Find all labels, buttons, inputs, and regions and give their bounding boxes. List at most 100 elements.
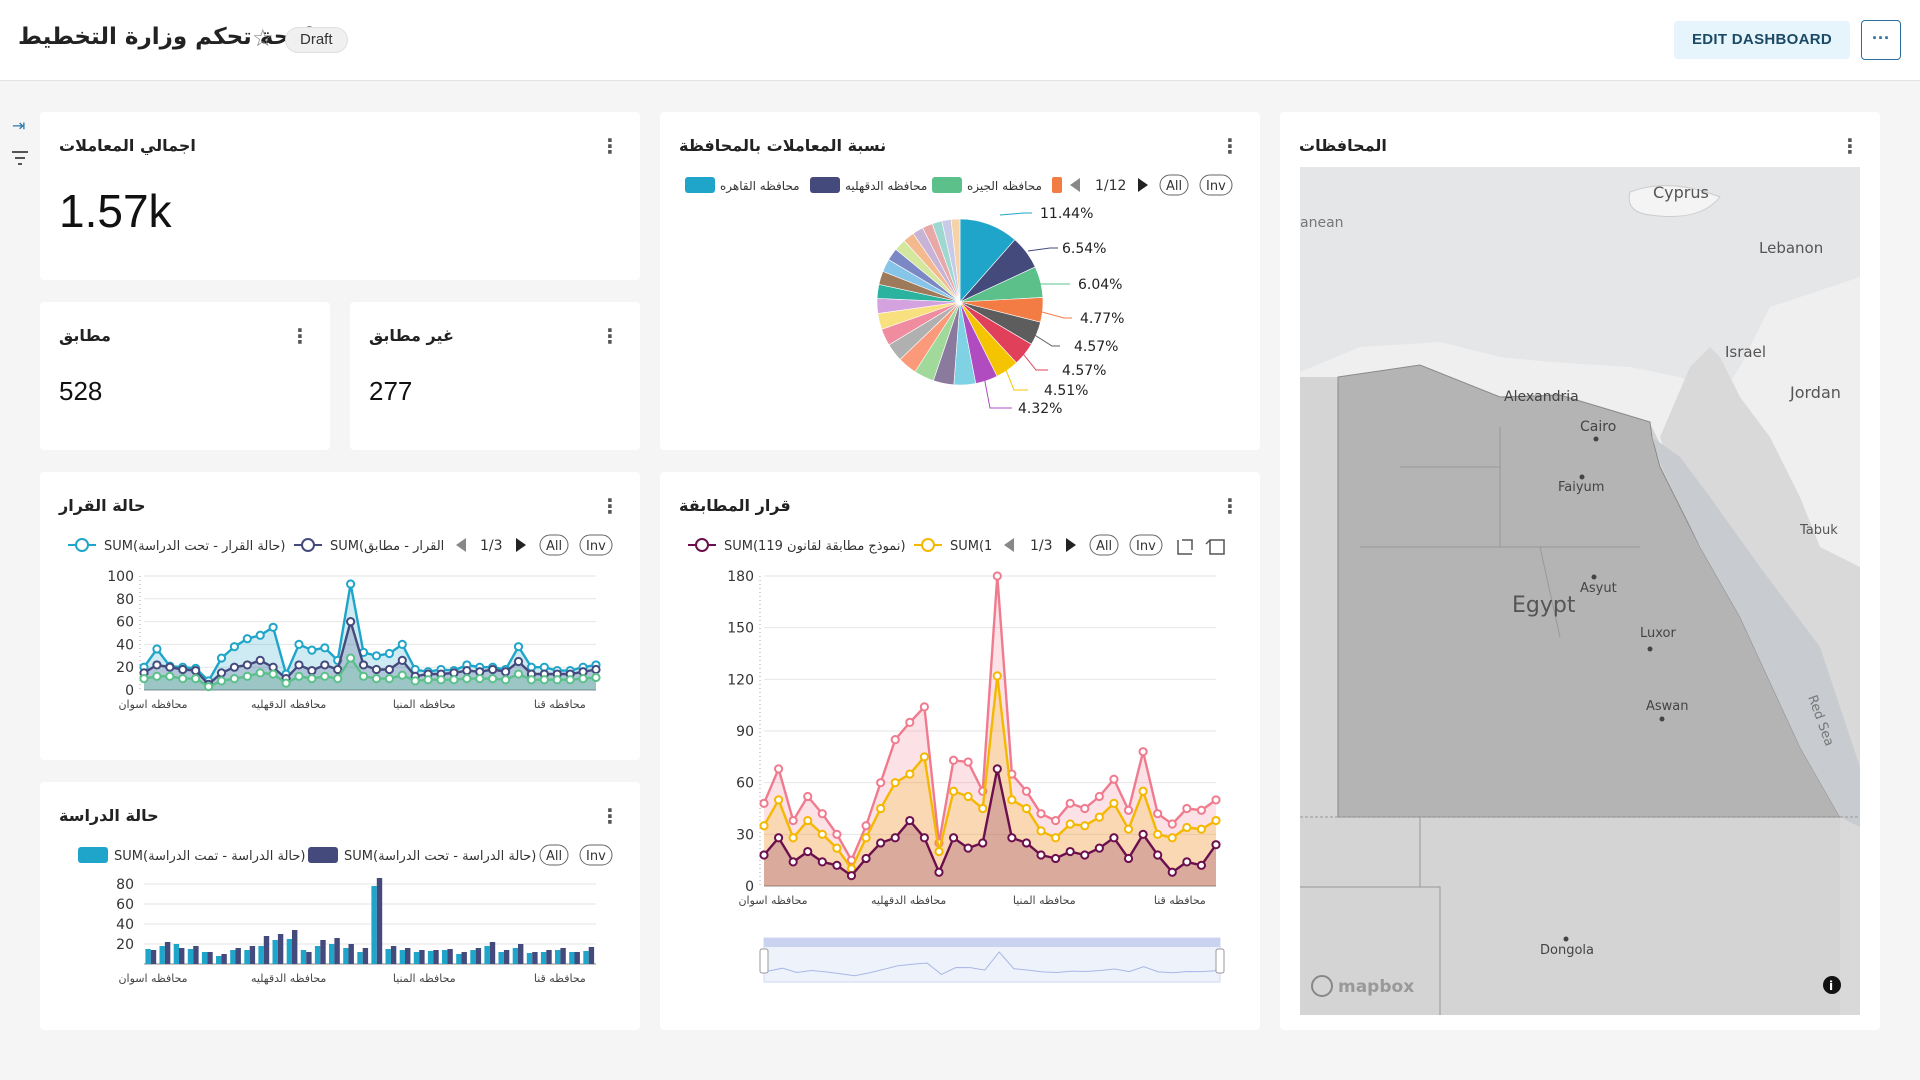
data-point[interactable]: [242, 634, 252, 644]
data-point[interactable]: [268, 622, 278, 632]
legend-all-button[interactable]: [539, 534, 569, 556]
data-point[interactable]: [1196, 824, 1207, 834]
legend-label[interactable]: SUM(119 نموذج مطابقة لقانون): [724, 539, 906, 554]
data-point[interactable]: [255, 668, 265, 678]
data-point[interactable]: [788, 857, 798, 867]
legend-swatch[interactable]: [810, 177, 840, 193]
bar[interactable]: [560, 948, 566, 964]
data-point[interactable]: [1123, 805, 1134, 815]
data-point[interactable]: [1109, 774, 1119, 784]
data-point[interactable]: [1211, 795, 1221, 805]
favorite-star-icon[interactable]: ☆: [252, 25, 274, 52]
bar[interactable]: [484, 946, 490, 964]
data-point[interactable]: [513, 669, 524, 679]
bar[interactable]: [433, 950, 439, 964]
data-point[interactable]: [1123, 824, 1134, 834]
data-point[interactable]: [462, 674, 472, 684]
data-point[interactable]: [255, 655, 265, 665]
bar[interactable]: [230, 950, 236, 964]
data-point[interactable]: [346, 617, 356, 627]
legend-inv-label[interactable]: Inv: [1136, 539, 1156, 554]
legend-inv-label[interactable]: Inv: [1206, 179, 1226, 194]
bar[interactable]: [150, 950, 157, 964]
data-point[interactable]: [526, 675, 537, 685]
card-menu-icon[interactable]: ⋮: [1220, 496, 1240, 518]
bar[interactable]: [385, 949, 391, 964]
filter-icon[interactable]: [11, 150, 29, 171]
data-point[interactable]: [788, 833, 798, 843]
legend-inv-label[interactable]: Inv: [586, 849, 606, 864]
data-point[interactable]: [384, 674, 394, 684]
legend-swatch[interactable]: [1052, 177, 1062, 193]
legend-all-label[interactable]: All: [546, 849, 562, 864]
data-point[interactable]: [963, 791, 973, 802]
data-point[interactable]: [992, 571, 1002, 581]
data-point[interactable]: [919, 833, 929, 843]
data-point[interactable]: [832, 843, 842, 853]
data-point[interactable]: [152, 671, 162, 681]
data-point[interactable]: [992, 671, 1002, 681]
data-point[interactable]: [919, 702, 929, 712]
data-point[interactable]: [1080, 803, 1090, 814]
data-point[interactable]: [255, 630, 265, 640]
data-point[interactable]: [832, 860, 842, 870]
legend-swatch[interactable]: [932, 177, 962, 193]
data-point[interactable]: [178, 664, 188, 675]
data-point[interactable]: [1182, 822, 1192, 833]
data-point[interactable]: [320, 660, 330, 670]
data-point[interactable]: [216, 653, 227, 663]
data-point[interactable]: [773, 833, 784, 843]
data-point[interactable]: [1182, 857, 1192, 867]
data-point[interactable]: [165, 662, 175, 672]
data-point[interactable]: [1196, 860, 1207, 870]
data-point[interactable]: [216, 668, 227, 678]
bar[interactable]: [277, 934, 284, 964]
data-point[interactable]: [229, 674, 239, 684]
bar[interactable]: [272, 940, 278, 964]
bar[interactable]: [475, 948, 482, 964]
data-point[interactable]: [773, 764, 784, 774]
bar[interactable]: [201, 952, 208, 964]
bar[interactable]: [362, 948, 369, 964]
data-point[interactable]: [890, 833, 900, 843]
bar[interactable]: [532, 952, 538, 964]
data-point[interactable]: [513, 656, 524, 667]
data-point[interactable]: [333, 664, 343, 675]
zoom-reset-icon[interactable]: [1205, 539, 1225, 555]
data-point[interactable]: [462, 666, 472, 676]
data-point[interactable]: [1036, 809, 1046, 819]
bar[interactable]: [518, 944, 524, 964]
legend-all-label[interactable]: All: [546, 539, 562, 554]
data-point[interactable]: [1167, 819, 1177, 829]
legend-inv-label[interactable]: Inv: [586, 539, 606, 554]
legend-next-icon[interactable]: [1138, 178, 1148, 192]
data-point[interactable]: [488, 674, 498, 684]
bar[interactable]: [498, 952, 504, 964]
bar[interactable]: [588, 947, 595, 964]
bar[interactable]: [461, 952, 467, 964]
data-point[interactable]: [294, 639, 304, 649]
card-menu-icon[interactable]: ⋮: [1840, 136, 1860, 158]
bar[interactable]: [216, 956, 222, 964]
legend-all-label[interactable]: All: [1166, 179, 1182, 194]
data-point[interactable]: [565, 675, 575, 685]
data-point[interactable]: [384, 664, 394, 675]
legend-prev-icon[interactable]: [1004, 538, 1014, 552]
data-point[interactable]: [890, 735, 900, 745]
legend-label[interactable]: محافظه الجيزه: [967, 179, 1042, 194]
data-point[interactable]: [1153, 809, 1163, 819]
data-point[interactable]: [333, 674, 343, 684]
data-point[interactable]: [817, 829, 827, 839]
data-point[interactable]: [513, 642, 524, 652]
legend-label[interactable]: SUM(حالة الدراسة - تمت الدراسة): [114, 849, 305, 864]
card-menu-icon[interactable]: ⋮: [1220, 136, 1240, 158]
zoom-handle-right[interactable]: [1215, 948, 1225, 974]
data-point[interactable]: [1153, 850, 1163, 860]
data-point[interactable]: [992, 764, 1002, 774]
data-point[interactable]: [1196, 805, 1207, 815]
data-point[interactable]: [578, 674, 588, 684]
legend-all-button[interactable]: [1159, 174, 1189, 196]
data-point[interactable]: [1051, 833, 1061, 843]
data-point[interactable]: [1211, 815, 1221, 826]
data-point[interactable]: [501, 675, 511, 685]
